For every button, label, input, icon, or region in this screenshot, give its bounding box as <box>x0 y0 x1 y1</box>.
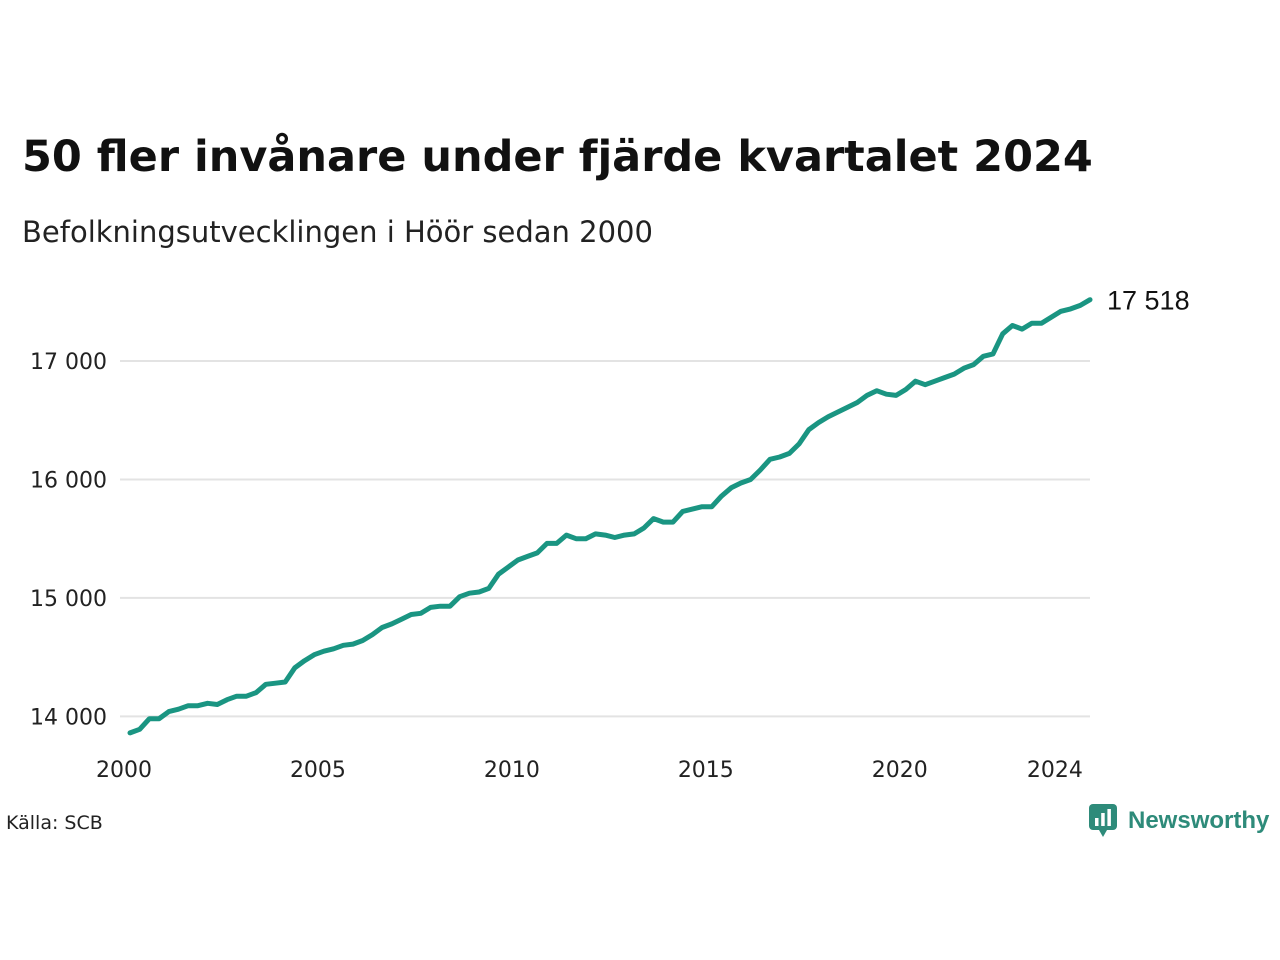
x-tick-label: 2005 <box>290 758 346 783</box>
chart-title: 50 fler invånare under fjärde kvartalet … <box>22 132 1093 182</box>
x-tick-label: 2010 <box>484 758 540 783</box>
series-line <box>127 297 1093 736</box>
y-tick-label: 17 000 <box>30 350 107 375</box>
y-tick-label: 15 000 <box>30 587 107 612</box>
newsworthy-logo-icon <box>1089 804 1117 837</box>
brand-name: Newsworthy <box>1128 807 1270 834</box>
x-tick-label: 2024 <box>1027 758 1083 783</box>
y-tick-label: 16 000 <box>30 468 107 493</box>
y-tick-label: 14 000 <box>30 705 107 730</box>
x-tick-label: 2020 <box>872 758 928 783</box>
x-tick-label: 2015 <box>678 758 734 783</box>
chart-subtitle: Befolkningsutvecklingen i Höör sedan 200… <box>22 215 653 249</box>
x-tick-label: 2000 <box>96 758 152 783</box>
source-note: Källa: SCB <box>6 812 103 834</box>
brand-logo[interactable]: Newsworthy <box>1088 803 1269 839</box>
end-value-label: 17 518 <box>1107 286 1190 316</box>
